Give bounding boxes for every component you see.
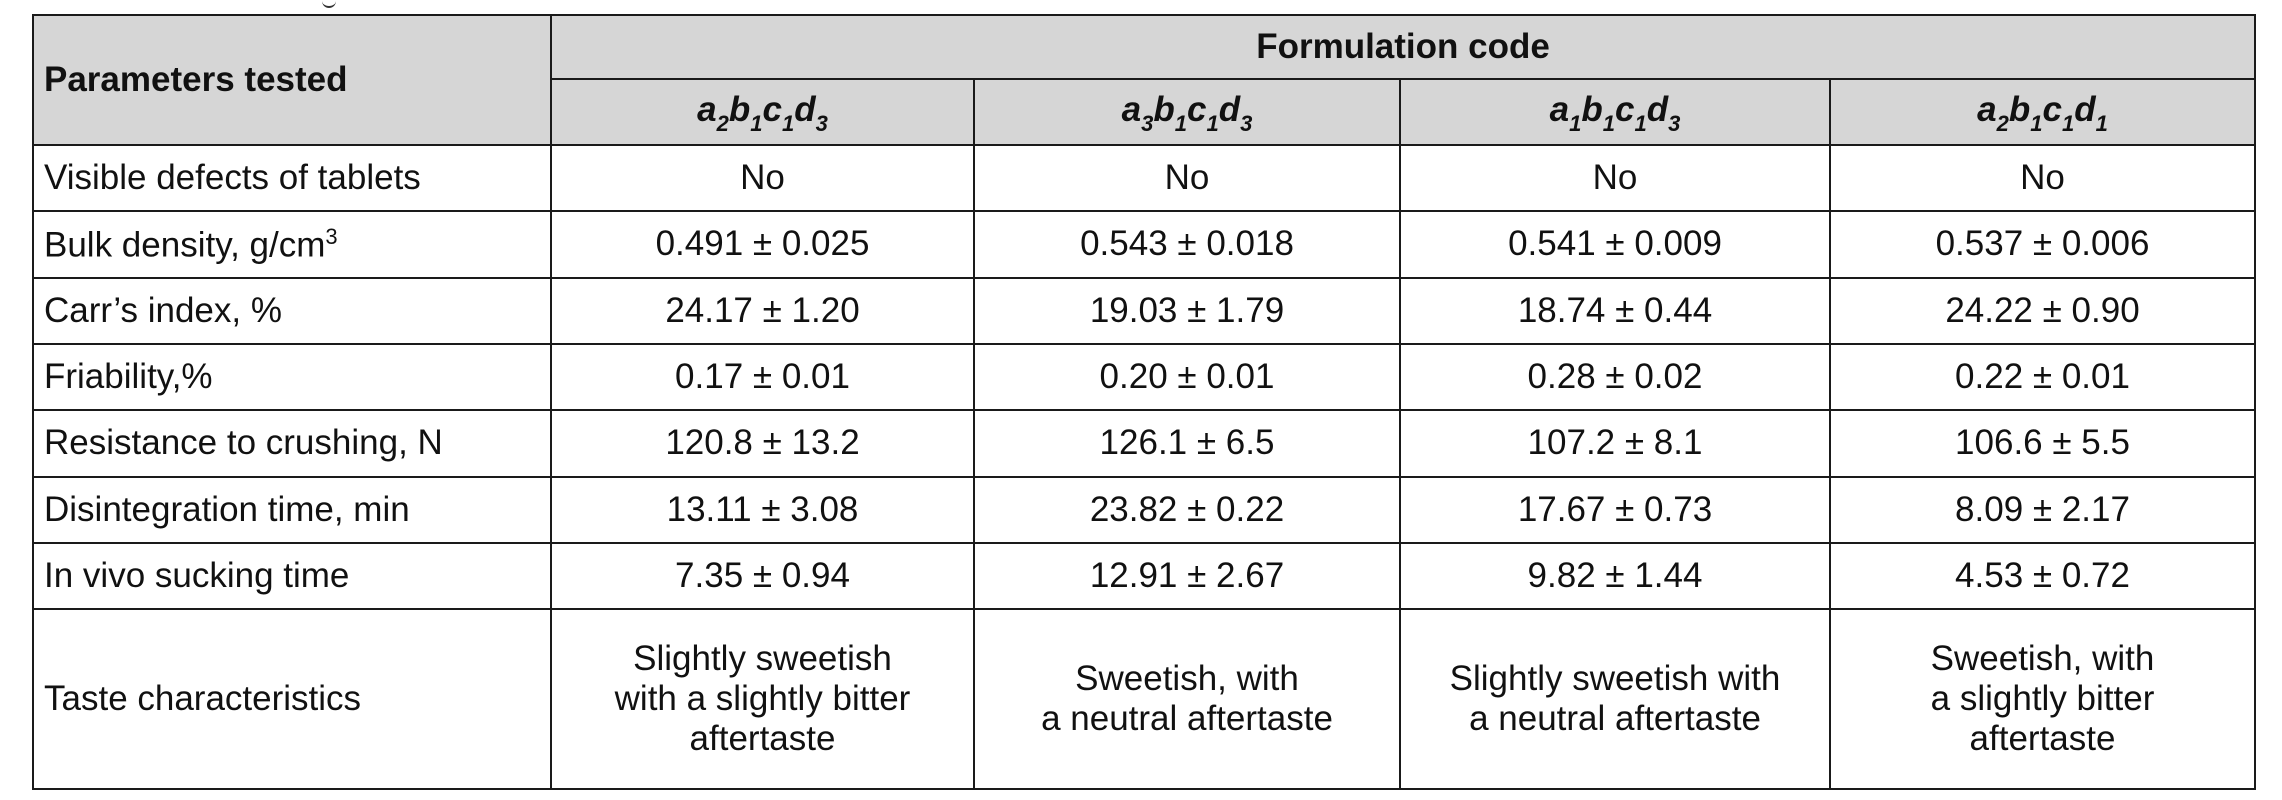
table-row: Disintegration time, min 13.11 ± 3.08 23… xyxy=(32,475,2256,544)
code-subscript: 1 xyxy=(1174,110,1187,136)
table-row: Carr’s index, % 24.17 ± 1.20 19.03 ± 1.7… xyxy=(32,276,2256,345)
code-letter: c xyxy=(2042,89,2062,129)
code-subscript: 1 xyxy=(2095,110,2108,136)
code-letter: d xyxy=(1646,89,1669,129)
formulation-code-3: a1b1c1d3 xyxy=(1399,78,1831,146)
table-cell: 0.28 ± 0.02 xyxy=(1399,342,1831,412)
code-subscript: 3 xyxy=(1668,110,1681,136)
table-cell: 0.20 ± 0.01 xyxy=(973,342,1401,412)
code-subscript: 1 xyxy=(781,110,795,136)
table-cell: No xyxy=(973,143,1401,213)
formulation-table: Parameters tested Formulation code a2b1c… xyxy=(32,14,2256,790)
row-label: Disintegration time, min xyxy=(32,475,552,544)
table-cell: 9.82 ± 1.44 xyxy=(1399,541,1831,611)
table-row: Visible defects of tablets No No No No xyxy=(32,143,2256,213)
table-cell: 18.74 ± 0.44 xyxy=(1399,276,1831,345)
code-letter: b xyxy=(1581,89,1603,129)
table-cell: 0.543 ± 0.018 xyxy=(973,210,1401,279)
code-subscript: 2 xyxy=(716,110,729,136)
table-cell: 0.491 ± 0.025 xyxy=(550,210,975,279)
code-letter: a xyxy=(1121,89,1142,129)
table-cell: 107.2 ± 8.1 xyxy=(1399,409,1831,478)
table-cell: 0.22 ± 0.01 xyxy=(1829,342,2256,412)
table-cell: No xyxy=(1399,143,1831,213)
formulation-code-1: a2b1c1d3 xyxy=(550,78,975,146)
table-cell: 12.91 ± 2.67 xyxy=(973,541,1401,611)
table-cell: 0.537 ± 0.006 xyxy=(1829,210,2256,279)
code-letter: c xyxy=(1615,89,1635,129)
row-label: Bulk density, g/cm3 xyxy=(32,210,552,279)
table-cell: 4.53 ± 0.72 xyxy=(1829,541,2256,611)
table-cell: 8.09 ± 2.17 xyxy=(1829,475,2256,544)
table-cell: 17.67 ± 0.73 xyxy=(1399,475,1831,544)
code-subscript: 1 xyxy=(2030,110,2043,136)
code-subscript: 1 xyxy=(1634,110,1647,136)
code-letter: c xyxy=(1187,89,1207,129)
code-letter: d xyxy=(1218,89,1241,129)
table-cell: 7.35 ± 0.94 xyxy=(550,541,975,611)
code-subscript: 1 xyxy=(750,110,763,136)
row-label: Carr’s index, % xyxy=(32,276,552,345)
table-cell: No xyxy=(1829,143,2256,213)
formulation-code-header: Formulation code xyxy=(550,14,2256,80)
table-cell: 106.6 ± 5.5 xyxy=(1829,409,2256,478)
row-label: Visible defects of tablets xyxy=(32,143,552,213)
row-label: In vivo sucking time xyxy=(32,541,552,611)
code-subscript: 1 xyxy=(1206,110,1219,136)
table-cell: 126.1 ± 6.5 xyxy=(973,409,1401,478)
taste-cell: Slightly sweetish with a slightly bitter… xyxy=(550,608,975,790)
table-row: Friability,% 0.17 ± 0.01 0.20 ± 0.01 0.2… xyxy=(32,342,2256,412)
row-label-superscript: 3 xyxy=(325,223,338,249)
row-label: Taste characteristics xyxy=(32,608,552,790)
parameters-header: Parameters tested xyxy=(32,14,552,146)
code-subscript: 3 xyxy=(815,110,828,136)
code-letter: d xyxy=(794,89,816,129)
table-cell: 120.8 ± 13.2 xyxy=(550,409,975,478)
row-label: Resistance to crushing, N xyxy=(32,409,552,478)
table-cell: 0.17 ± 0.01 xyxy=(550,342,975,412)
code-letter: b xyxy=(1153,89,1175,129)
code-letter: a xyxy=(1549,89,1570,129)
table-cell: 23.82 ± 0.22 xyxy=(973,475,1401,544)
code-subscript: 1 xyxy=(1602,110,1615,136)
row-label: Friability,% xyxy=(32,342,552,412)
table-cell: 24.22 ± 0.90 xyxy=(1829,276,2256,345)
taste-cell: Sweetish, with a neutral aftertaste xyxy=(973,608,1401,790)
row-label-text: Bulk density, g/cm xyxy=(44,225,326,265)
code-letter: b xyxy=(728,89,751,129)
header-row-1: Parameters tested Formulation code xyxy=(32,14,2256,146)
code-subscript: 2 xyxy=(1996,110,2009,136)
code-letter: b xyxy=(2008,89,2031,129)
table-cell: 24.17 ± 1.20 xyxy=(550,276,975,345)
table-cell: 0.541 ± 0.009 xyxy=(1399,210,1831,279)
table-row: Resistance to crushing, N 120.8 ± 13.2 1… xyxy=(32,409,2256,478)
code-subscript: 3 xyxy=(1141,110,1154,136)
formulation-code-4: a2b1c1d1 xyxy=(1829,78,2256,146)
code-letter: c xyxy=(762,89,782,129)
table-row: Bulk density, g/cm3 0.491 ± 0.025 0.543 … xyxy=(32,210,2256,279)
table-cell: 13.11 ± 3.08 xyxy=(550,475,975,544)
code-subscript: 1 xyxy=(1569,110,1582,136)
table-row-taste: Taste characteristics Slightly sweetish … xyxy=(32,608,2256,790)
code-subscript: 1 xyxy=(2061,110,2075,136)
code-subscript: 3 xyxy=(1240,110,1253,136)
taste-cell: Sweetish, with a slightly bitter afterta… xyxy=(1829,608,2256,790)
code-letter: a xyxy=(697,89,717,129)
code-letter: a xyxy=(1977,89,1997,129)
taste-cell: Slightly sweetish with a neutral afterta… xyxy=(1399,608,1831,790)
table-cell: No xyxy=(550,143,975,213)
formulation-code-2: a3b1c1d3 xyxy=(973,78,1401,146)
header-row-2: a2b1c1d3 a3b1c1d3 a1b1c1d3 a2b1c1d1 xyxy=(33,78,2256,146)
code-letter: d xyxy=(2074,89,2096,129)
cropped-caption-fragment xyxy=(300,0,360,8)
table-row: In vivo sucking time 7.35 ± 0.94 12.91 ±… xyxy=(32,541,2256,611)
table-cell: 19.03 ± 1.79 xyxy=(973,276,1401,345)
